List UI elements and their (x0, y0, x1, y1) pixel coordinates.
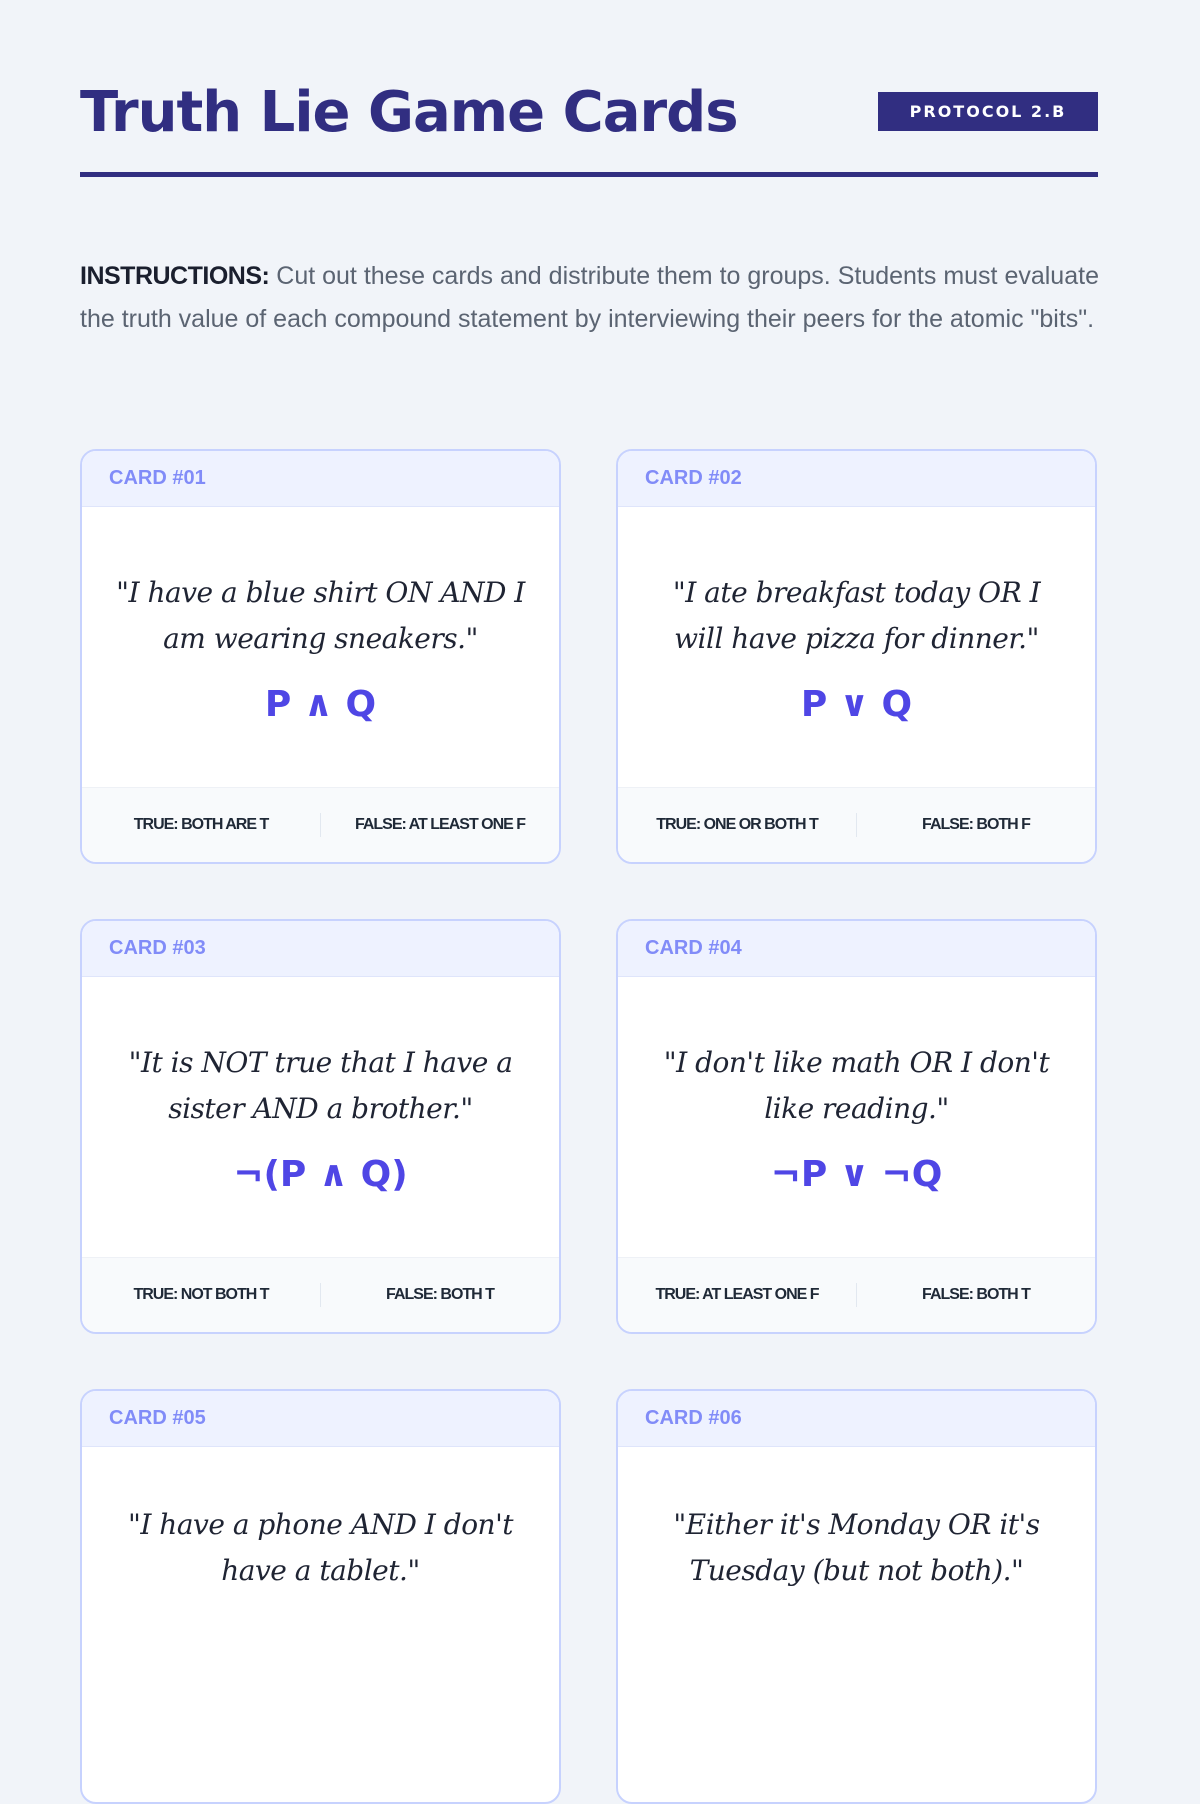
header-divider (80, 172, 1098, 177)
true-condition: TRUE: AT LEAST ONE F (655, 1286, 819, 1303)
card-label: CARD #03 (82, 921, 559, 977)
footer-divider (856, 1283, 857, 1307)
card-statement: "I have a phone AND I don't have a table… (127, 1508, 514, 1587)
card-formula: ¬P ∨ ¬Q (770, 1153, 943, 1195)
card-formula: ¬(P ∧ Q) (233, 1153, 408, 1195)
card-06: CARD #06 "Either it's Monday OR it's Tue… (616, 1389, 1097, 1804)
true-condition: TRUE: ONE OR BOTH T (656, 816, 818, 833)
page-title: Truth Lie Game Cards (80, 80, 739, 145)
card-grid: CARD #01 "I have a blue shirt ON AND I a… (80, 449, 1097, 1804)
instructions: INSTRUCTIONS: Cut out these cards and di… (80, 255, 1110, 341)
page-header: Truth Lie Game Cards PROTOCOL 2.B (80, 0, 1098, 180)
card-statement: "It is NOT true that I have a sister AND… (128, 1045, 513, 1125)
false-condition: FALSE: BOTH T (386, 1286, 495, 1303)
card-04: CARD #04 "I don't like math OR I don't l… (616, 919, 1097, 1334)
card-statement: "I have a blue shirt ON AND I am wearing… (116, 575, 525, 655)
card-label: CARD #05 (82, 1391, 559, 1447)
card-05: CARD #05 "I have a phone AND I don't hav… (80, 1389, 561, 1804)
protocol-badge: PROTOCOL 2.B (878, 92, 1098, 131)
instructions-label: INSTRUCTIONS: (80, 262, 270, 290)
card-statement: "Either it's Monday OR it's Tuesday (but… (673, 1508, 1040, 1587)
true-condition: TRUE: NOT BOTH T (133, 1286, 269, 1303)
card-label: CARD #04 (618, 921, 1095, 977)
card-03: CARD #03 "It is NOT true that I have a s… (80, 919, 561, 1334)
card-02: CARD #02 "I ate breakfast today OR I wil… (616, 449, 1097, 864)
footer-divider (320, 813, 321, 837)
false-condition: FALSE: BOTH T (922, 1286, 1031, 1303)
card-label: CARD #01 (82, 451, 559, 507)
card-label: CARD #02 (618, 451, 1095, 507)
card-01: CARD #01 "I have a blue shirt ON AND I a… (80, 449, 561, 864)
card-formula: P ∧ Q (264, 683, 377, 725)
card-formula: P ∨ Q (800, 683, 913, 725)
card-label: CARD #06 (618, 1391, 1095, 1447)
footer-divider (320, 1283, 321, 1307)
card-statement: "I ate breakfast today OR I will have pi… (672, 575, 1041, 655)
true-condition: TRUE: BOTH ARE T (133, 816, 270, 833)
instructions-text: Cut out these cards and distribute them … (80, 262, 1099, 333)
card-statement: "I don't like math OR I don't like readi… (663, 1045, 1050, 1125)
false-condition: FALSE: AT LEAST ONE F (354, 816, 526, 833)
footer-divider (856, 813, 857, 837)
false-condition: FALSE: BOTH F (922, 816, 1031, 833)
